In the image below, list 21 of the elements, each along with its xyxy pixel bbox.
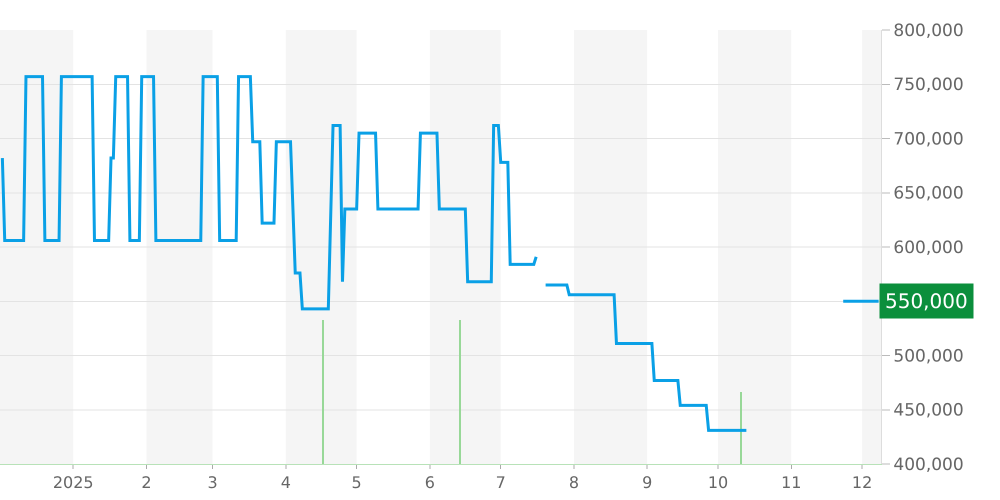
y-tick-label: 700,000: [893, 129, 964, 150]
y-tick-label: 650,000: [893, 184, 964, 204]
x-tick-label: 9: [642, 473, 652, 492]
y-tick-label: 450,000: [893, 400, 964, 421]
y-tick-label: 800,000: [893, 20, 964, 41]
x-tick-label: 2: [141, 473, 152, 492]
x-tick-label: 6: [424, 473, 435, 492]
annotation: 550,000: [885, 289, 968, 313]
y-tick-label: 500,000: [893, 346, 964, 366]
x-tick-label: 7: [496, 473, 506, 492]
y-tick-label: 600,000: [893, 238, 964, 258]
x-tick-label: 11: [781, 473, 802, 492]
x-tick-label: 12: [852, 473, 872, 492]
y-tick-label: 750,000: [893, 75, 964, 96]
x-tick-label: 10: [708, 473, 728, 492]
y-tick-label: 400,000: [893, 454, 964, 475]
x-tick-label: 4: [280, 473, 291, 492]
x-tick-label: 5: [352, 473, 362, 492]
x-tick-label: 8: [568, 473, 580, 492]
x-tick-label: 3: [207, 473, 218, 492]
x-tick-label: 2025: [52, 473, 94, 492]
